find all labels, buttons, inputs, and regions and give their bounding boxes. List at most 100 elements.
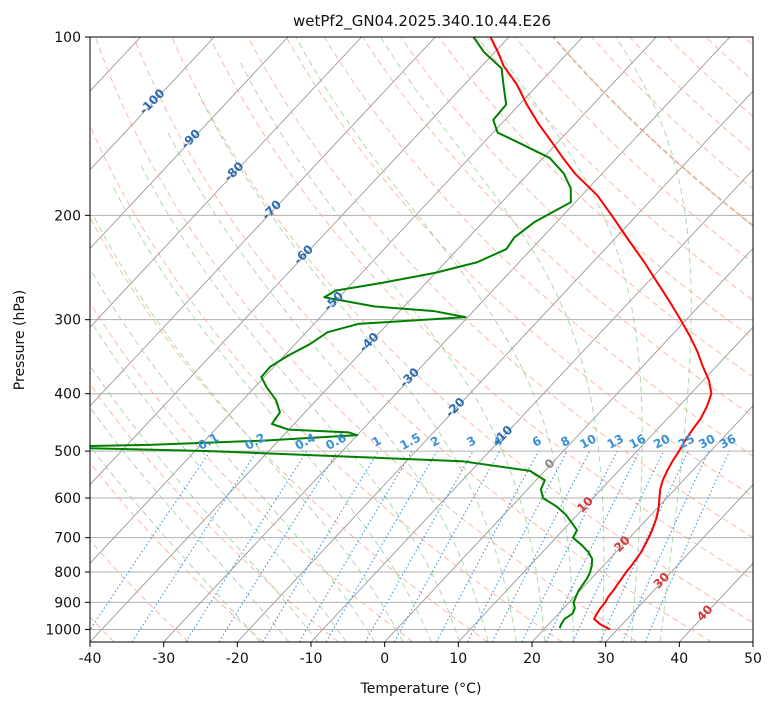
mixing-ratio-label: 0.4 (293, 430, 318, 452)
mixing-ratio-label: 8 (558, 433, 572, 449)
moist-adiabat (90, 319, 347, 642)
x-tick-label: -10 (300, 651, 323, 667)
mixing-ratio-label: 0.1 (196, 430, 221, 452)
mixing-ratio-label: 10 (577, 431, 598, 451)
y-axis-label: Pressure (hPa) (12, 290, 28, 390)
dry-adiabat (90, 216, 488, 642)
mixing-ratio-label: 16 (627, 431, 648, 451)
dry-adiabat (667, 37, 753, 118)
dewpoint-profile (90, 37, 594, 629)
dry-adiabat (438, 37, 753, 339)
moist-adiabat (90, 364, 319, 642)
dry-adiabat (247, 37, 753, 539)
isotherm-label: 20 (611, 533, 633, 555)
isotherm-label: 0 (542, 456, 558, 472)
isotherm-label: 40 (694, 602, 716, 624)
y-tick-label: 900 (54, 595, 81, 611)
moist-adiabat (90, 267, 376, 642)
mixing-ratio-line (435, 450, 540, 642)
mixing-ratio-line (572, 450, 665, 642)
isotherm-label: 10 (574, 494, 596, 516)
mixing-ratio-label: 25 (676, 431, 697, 451)
x-tick-label: 30 (597, 651, 615, 667)
mixing-ratio-line (185, 450, 308, 642)
y-tick-label: 200 (54, 208, 81, 224)
moist-adiabat (92, 215, 404, 642)
mixing-ratio-label: 3 (464, 433, 478, 449)
mixing-ratio-label: 13 (605, 431, 626, 451)
x-tick-label: 50 (744, 651, 762, 667)
mixing-ratio-label: 2 (428, 433, 442, 449)
dry-adiabat (400, 37, 753, 378)
dry-adiabat (133, 37, 712, 642)
isotherm-line (90, 37, 362, 328)
x-tick-label: -30 (152, 651, 175, 667)
isotherm-label: -80 (221, 159, 246, 184)
moist-adiabat (140, 165, 461, 642)
mixing-ratio-line (467, 450, 568, 642)
mixing-ratio-label: 0.6 (323, 430, 348, 452)
dry-adiabat (743, 37, 753, 46)
y-tick-label: 400 (54, 387, 81, 403)
isotherm-line (531, 405, 753, 642)
mixing-ratio-label: 6 (530, 433, 544, 449)
y-tick-label: 700 (54, 531, 81, 547)
series-lines (90, 37, 713, 631)
moist-adiabat (380, 37, 605, 642)
dry-adiabat (90, 461, 264, 642)
x-tick-label: 40 (670, 651, 688, 667)
mixing-ratio-label: 20 (651, 431, 672, 451)
isotherm-label: -30 (397, 365, 422, 390)
axes: -40 -30 -20 -10 0 10 20 30 40 5010020030040050060… (45, 30, 762, 667)
isotherm-label: -100 (136, 86, 167, 117)
dry-adiabat (552, 37, 753, 227)
mixing-ratio-line (621, 450, 710, 642)
moist-adiabat (615, 37, 692, 642)
mixing-ratio-label: 36 (717, 431, 738, 451)
isotherm-line (90, 37, 583, 564)
moist-adiabat (295, 37, 575, 642)
isotherm-line (90, 37, 657, 642)
mixing-ratio-line (262, 450, 379, 642)
dry-adiabat (90, 539, 190, 642)
isotherm-line (90, 37, 289, 250)
y-tick-label: 100 (54, 30, 81, 46)
isotherm-line (90, 37, 436, 407)
moist-adiabat (113, 188, 432, 642)
mixing-ratio-line (131, 450, 258, 642)
dry-adiabat (476, 37, 753, 301)
mixing-ratio-label: 1 (370, 433, 384, 449)
dry-adiabat (90, 383, 339, 642)
mixing-ratio-label: 30 (696, 431, 717, 451)
isotherm-line (90, 37, 215, 171)
dry-adiabat (209, 37, 753, 581)
y-tick-label: 800 (54, 565, 81, 581)
mixing-ratio-line (325, 450, 438, 642)
isotherm-line (0, 37, 67, 642)
isotherm-line (752, 641, 753, 642)
isotherm-line (605, 483, 753, 642)
moist-adiabat (90, 406, 290, 642)
y-tick-label: 300 (54, 313, 81, 329)
dry-adiabat (591, 37, 753, 190)
isotherm-line (90, 37, 510, 486)
isotherm-line (237, 90, 753, 642)
dry-adiabat (90, 301, 414, 642)
mixing-ratio-line (298, 450, 413, 642)
y-tick-label: 500 (54, 444, 81, 460)
isotherm-line (163, 37, 731, 642)
isotherm-line (679, 562, 753, 642)
dry-adiabat (94, 37, 638, 642)
isotherm-line (458, 326, 753, 642)
temperature-profile (489, 37, 713, 631)
mixing-ratio-line (218, 450, 339, 642)
x-tick-label: -20 (226, 651, 249, 667)
mixing-ratio-line (545, 450, 640, 642)
isotherm-label: -70 (259, 197, 284, 222)
moist-adiabat (90, 445, 261, 642)
y-tick-label: 1000 (45, 622, 81, 638)
isotherm-label: -60 (291, 242, 316, 267)
dry-adiabat (90, 124, 563, 642)
